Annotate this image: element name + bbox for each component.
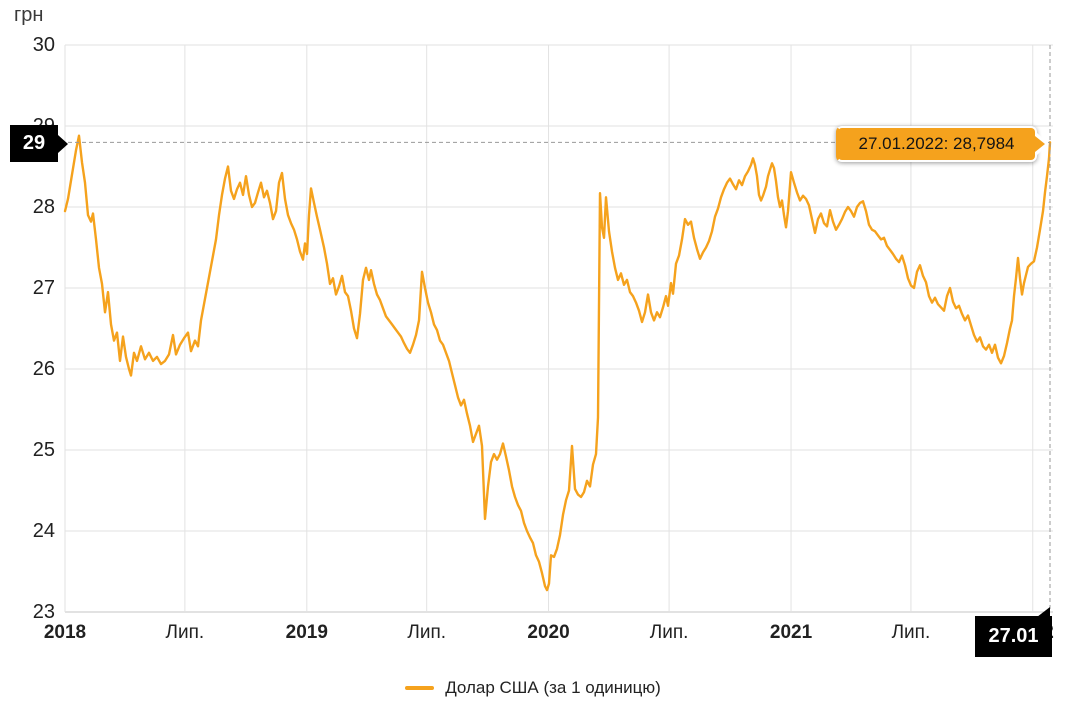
x-axis-tick-label: 2021 [769, 622, 813, 643]
x-axis-tick-label: Лип. [891, 622, 931, 643]
y-axis-tick-label: 25 [32, 439, 55, 461]
x-axis-tick-label: 2020 [527, 622, 570, 643]
usd-series-line[interactable] [63, 134, 1052, 592]
tooltip: 27.01.2022: 28,7984 [836, 126, 1049, 162]
crosshair-y-axis-label: 29 [10, 125, 68, 162]
x-axis-tick-label: 2018 [43, 622, 87, 643]
crosshair-x-axis-label: 27.01 [975, 607, 1052, 657]
legend: Долар США (за 1 одиницю) [0, 674, 1066, 702]
tooltip-text: 27.01.2022: 28,7984 [858, 134, 1015, 153]
y-axis-unit-label: грн [14, 4, 44, 26]
y-axis-tick-label: 28 [32, 196, 55, 218]
y-axis-tick-label: 27 [32, 277, 55, 299]
x-axis-tick-label: Лип. [407, 622, 447, 643]
y-axis-tick-label: 26 [32, 358, 55, 380]
x-axis-tick-label: Лип. [165, 622, 205, 643]
x-axis-tick-label: 2019 [285, 622, 328, 643]
legend-series-marker [405, 686, 435, 690]
y-axis-tick-label: 24 [32, 520, 55, 542]
x-axis-tick-label: Лип. [649, 622, 689, 643]
y-axis-tick-label: 23 [32, 601, 55, 623]
legend-series-label: Долар США (за 1 одиницю) [445, 678, 661, 697]
y-axis-tick-label: 30 [32, 34, 55, 56]
